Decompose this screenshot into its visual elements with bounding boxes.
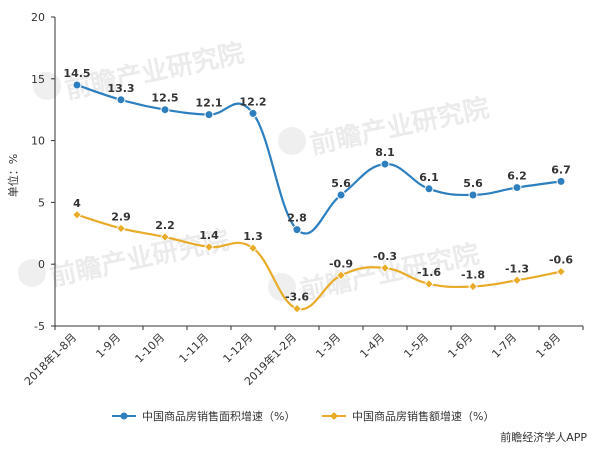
- legend-label: 中国商品房销售面积增速（%）: [142, 409, 295, 423]
- legend-marker: [330, 412, 338, 420]
- y-tick-label: 0: [38, 258, 45, 271]
- x-tick-label: 1-11月: [176, 331, 211, 366]
- y-tick-label: 20: [31, 11, 45, 24]
- data-label: -0.3: [373, 250, 397, 263]
- data-label: 6.7: [551, 163, 571, 176]
- legend-label: 中国商品房销售额增速（%）: [352, 409, 494, 423]
- credit-text: 前瞻经济学人APP: [500, 430, 587, 444]
- x-tick-label: 2018年1-8月: [21, 330, 79, 388]
- data-point: [512, 275, 522, 286]
- data-point: [556, 176, 566, 186]
- data-label: 1.4: [199, 229, 219, 242]
- x-tick-label: 1-8月: [533, 331, 563, 361]
- y-axis-title: 单位：%: [6, 154, 20, 197]
- data-label: -0.9: [329, 257, 353, 270]
- data-point: [204, 110, 214, 120]
- data-label: 2.2: [155, 219, 175, 232]
- data-point: [248, 108, 258, 118]
- data-label: -1.8: [461, 268, 485, 281]
- data-point: [380, 159, 390, 169]
- data-point: [380, 263, 390, 273]
- legend-marker: [120, 412, 128, 420]
- x-tick-label: 1-4月: [357, 331, 387, 361]
- axes: -5 0 5 10 15 20 单位：% 2018年1-8月 1-9月 1-10月 1-11月 1-1…: [6, 11, 584, 388]
- data-label: 6.1: [419, 171, 439, 184]
- data-point: [292, 225, 302, 235]
- watermark-logo: [18, 259, 46, 287]
- x-tick-label: 1-12月: [220, 331, 255, 366]
- y-tick-label: 15: [31, 73, 45, 86]
- x-tick-label: 1-9月: [93, 331, 123, 361]
- data-label: 4: [73, 197, 81, 210]
- data-point: [512, 183, 522, 193]
- data-point: [160, 232, 170, 242]
- data-point: [336, 270, 346, 281]
- data-point: [204, 242, 214, 252]
- series-layer: [72, 80, 566, 314]
- data-label: 12.5: [151, 92, 178, 105]
- data-point: [116, 223, 126, 234]
- x-tick-label: 1-5月: [401, 331, 431, 361]
- data-point: [72, 80, 82, 90]
- data-point: [116, 95, 126, 105]
- x-tick-label: 1-7月: [489, 331, 519, 361]
- data-label: -1.6: [417, 266, 441, 279]
- data-label: 5.6: [331, 177, 351, 190]
- watermark-text: 前瞻产业研究院: [297, 238, 481, 306]
- data-point: [292, 303, 302, 314]
- y-tick-label: 5: [38, 196, 45, 209]
- data-label: 12.1: [195, 97, 222, 110]
- data-label: -3.6: [285, 291, 309, 304]
- data-label: 2.8: [287, 212, 307, 225]
- data-label: 14.5: [63, 67, 90, 80]
- x-tick-label: 1-10月: [132, 331, 167, 366]
- y-tick-label: -5: [34, 320, 45, 333]
- data-labels: 14.5 13.3 12.5 12.1 12.2 2.8 5.6 8.1 6.1 5.6 6.2 6.…: [63, 67, 573, 304]
- data-label: -1.3: [505, 262, 529, 275]
- data-point: [468, 190, 478, 200]
- data-point: [424, 279, 434, 289]
- data-label: 13.3: [107, 82, 134, 95]
- data-label: 2.9: [111, 210, 131, 223]
- data-label: 5.6: [463, 177, 483, 190]
- watermark-logo: [278, 127, 306, 155]
- data-point: [424, 184, 434, 194]
- watermark-text: 前瞻产业研究院: [307, 92, 491, 160]
- data-point: [160, 105, 170, 115]
- y-tick-label: 10: [31, 135, 45, 148]
- data-label: 12.2: [239, 95, 266, 108]
- legend: 中国商品房销售面积增速（%） 中国商品房销售额增速（%）: [112, 409, 494, 423]
- data-point: [556, 266, 566, 277]
- x-tick-label: 1-3月: [313, 331, 343, 361]
- data-point: [72, 209, 82, 220]
- data-label: 1.3: [243, 230, 263, 243]
- data-label: 6.2: [507, 170, 527, 183]
- data-point: [336, 190, 346, 200]
- data-label: -0.6: [549, 254, 573, 267]
- data-point: [468, 281, 478, 292]
- data-point: [248, 243, 258, 253]
- data-label: 8.1: [375, 146, 395, 159]
- x-tick-label: 1-6月: [445, 331, 475, 361]
